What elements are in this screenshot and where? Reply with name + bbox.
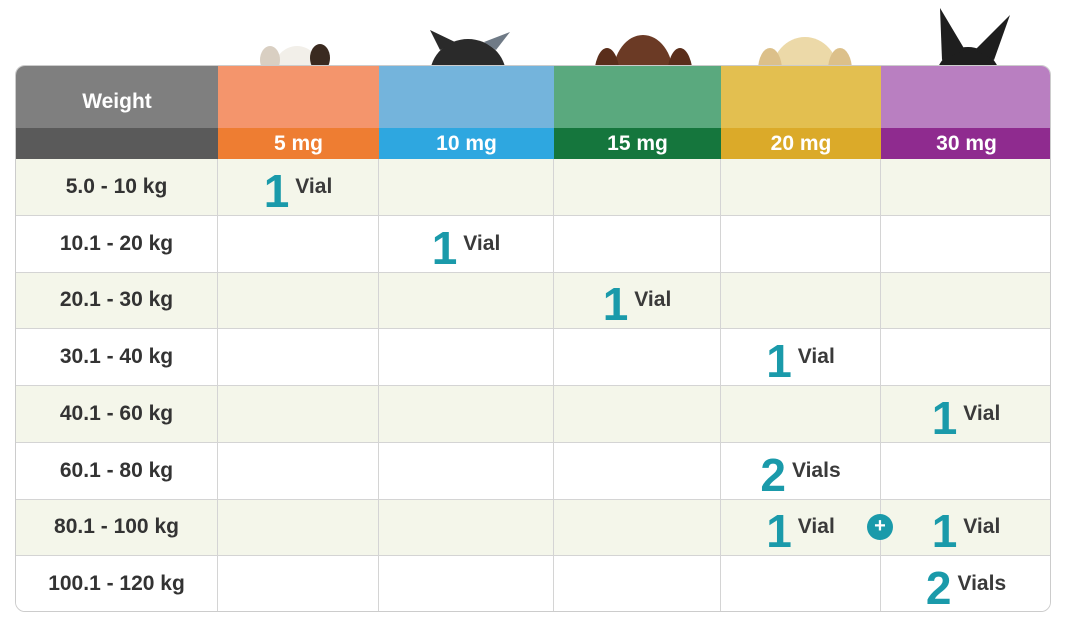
table-cell [721,556,881,611]
vial-count: 1 [263,164,290,217]
vial-count: 2 [760,448,786,501]
table-cell: 1 Vial [554,272,721,331]
table-cell [554,159,721,216]
table-cell [218,386,379,443]
table-cell: 1 Vial [881,386,1050,444]
table-cell [881,215,1050,273]
vial-unit: Vials [957,572,1007,596]
table-cell [721,215,881,273]
vial-unit: Vial [295,174,333,198]
header-strip [16,128,218,159]
weight-range: 10.1 - 20 kg [16,215,218,273]
vial-count: 1 [766,505,792,558]
header-strip [218,128,379,159]
table-cell [554,442,721,500]
header-strip [379,128,554,159]
table-cell [554,329,721,386]
header-fill [721,66,881,128]
vial-unit: Vial [797,345,835,369]
header-strip [554,128,721,159]
table-cell [218,215,379,273]
vial-unit: Vials [791,458,841,482]
weight-range: 40.1 - 60 kg [16,386,218,443]
plus-icon: + [867,513,893,540]
header-fill [16,66,218,128]
header-strip [881,128,1050,159]
table-cell [554,499,721,557]
column-header: 15 mg [607,131,668,155]
vial-unit: Vial [463,231,501,255]
table-cell [881,272,1050,330]
table-cell [881,442,1050,500]
weight-range: 5.0 - 10 kg [16,159,218,216]
header-fill [881,66,1050,128]
table-cell: 1 Vial [218,159,379,216]
vial-count: 2 [925,562,952,612]
table-cell [218,442,379,500]
weight-range: 60.1 - 80 kg [16,442,218,500]
table-cell [721,159,881,216]
header-fill [218,66,379,128]
table-cell [218,329,379,386]
table-cell [218,556,379,611]
table-cell [379,272,554,330]
table-cell [379,442,554,500]
table-cell: 1 Vial [721,329,881,386]
table-cell [554,386,721,443]
column-header: 20 mg [770,131,832,155]
column-header: Weight [82,90,152,113]
table-cell [218,499,379,557]
header-fill [379,66,554,128]
vial-count: 1 [931,505,958,558]
vial-count: 1 [431,221,458,274]
column-header: 5 mg [273,131,323,155]
table-cell: 1 Vial [379,215,554,274]
header-fill [554,66,721,128]
table-cell [881,329,1050,386]
vial-count: 1 [602,278,629,331]
vial-count: 1 [766,335,792,388]
column-header: 10 mg [436,131,497,155]
vial-count: 1 [931,391,958,444]
weight-range: 20.1 - 30 kg [16,272,218,330]
table-cell [379,499,554,557]
table-cell: 1 Vial [721,499,881,558]
header-strip [721,128,881,159]
table-cell [554,215,721,273]
table-cell [721,386,881,443]
table-cell [379,159,554,216]
vial-unit: Vial [797,515,835,539]
table-frame: Weight 5 mg 10 mg 15 mg 20 mg 30 mg 5.0 - 10 k… [15,65,1051,612]
table-cell [379,386,554,443]
vial-unit: Vial [963,515,1001,539]
table-cell: 2 Vials [721,442,881,501]
weight-range: 80.1 - 100 kg [16,499,218,557]
table-cell [379,329,554,386]
vial-unit: Vial [963,401,1001,425]
table-cell: 2 Vials [881,556,1050,612]
column-header: 30 mg [936,131,997,155]
table-cell [554,556,721,611]
table-cell [379,556,554,611]
table-cell [218,272,379,330]
table-cell [721,272,881,330]
weight-range: 100.1 - 120 kg [16,556,218,611]
table-cell [881,159,1050,216]
table-cell: 1 Vial [881,499,1050,558]
weight-range: 30.1 - 40 kg [16,329,218,386]
vial-unit: Vial [634,288,672,312]
